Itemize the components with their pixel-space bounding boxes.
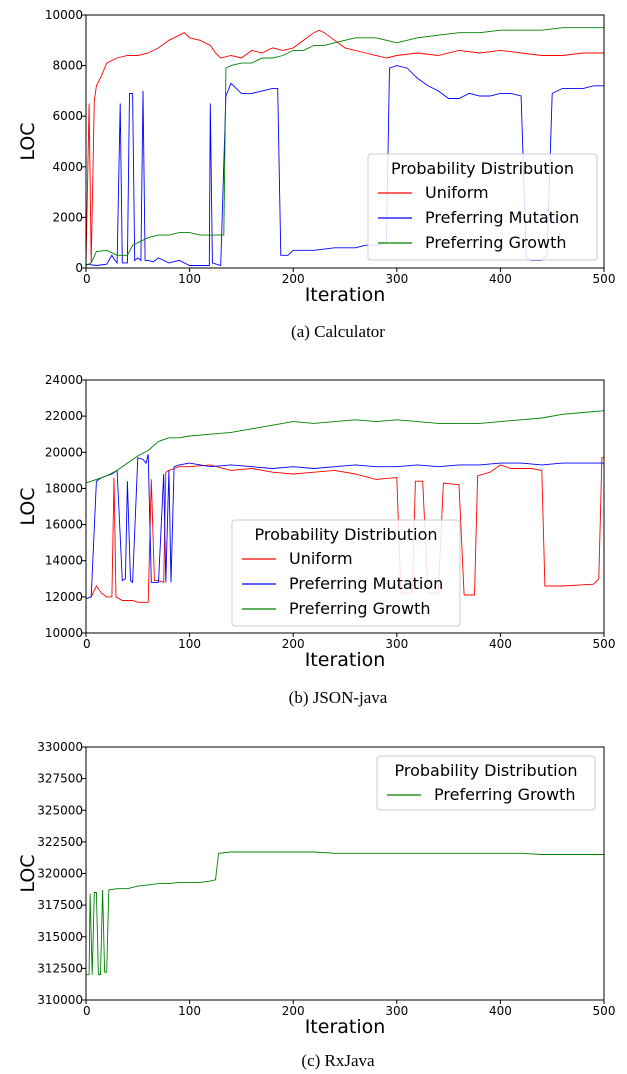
series-line-preferring-growth [86,851,604,976]
chart-panel-3: 0 100 200 300 400 500 310000 312500 315000 317500… [17,740,615,1070]
x-tick-label: 100 [178,272,201,286]
y-tick-label: 8000 [52,59,83,73]
chart-panel-2: 0 100 200 300 400 500 10000 12000 14000 16000 1800… [17,373,615,707]
y-tick-label: 312500 [37,961,83,975]
legend-entry: Uniform [289,549,353,568]
legend: Probability Distribution Uniform Preferrin… [231,519,461,627]
plot-frame [85,14,605,269]
figure-caption: (b) JSON-java [289,688,388,707]
x-tick-label: 300 [385,637,408,651]
legend-entry: Preferring Growth [289,599,431,618]
y-axis-label: LOC [17,487,39,525]
y-tick-label: 24000 [45,373,83,387]
y-tick-label: 322500 [37,835,83,849]
y-tick-label: 327500 [37,772,83,786]
y-tick-label: 20000 [45,445,83,459]
y-tick-label: 310000 [37,993,83,1007]
y-tick-label: 315000 [37,930,83,944]
y-tick-label: 18000 [45,481,83,495]
y-tick-label: 320000 [37,867,83,881]
y-tick-label: 14000 [45,554,83,568]
x-tick-label: 400 [489,637,512,651]
y-tick-label: 317500 [37,898,83,912]
legend-box [367,153,598,261]
chart-panel-1: 0 100 200 300 400 500 0 2000 4000 6000 8000 10000 It… [17,8,615,341]
x-tick-label: 0 [83,1004,91,1018]
y-tick-label: 0 [75,261,83,275]
legend: Probability Distribution Uniform Preferrin… [367,153,598,261]
series-line-uniform [86,457,604,603]
figure-caption: (a) Calculator [291,322,385,341]
x-axis-label: Iteration [305,649,386,671]
y-tick-label: 16000 [45,518,83,532]
y-tick-label: 22000 [45,409,83,423]
x-tick-label: 500 [593,272,616,286]
x-tick-label: 200 [282,1004,305,1018]
legend-entry: Uniform [425,183,489,202]
y-tick-label: 6000 [52,109,83,123]
legend-entry: Preferring Growth [425,233,567,252]
legend-title: Probability Distribution [254,525,437,544]
legend-entry: Preferring Mutation [289,574,443,593]
x-tick-label: 0 [83,272,91,286]
x-tick-label: 400 [489,1004,512,1018]
figure-caption: (c) RxJava [301,1051,375,1070]
x-tick-label: 300 [385,272,408,286]
y-tick-label: 10000 [45,626,83,640]
legend-title: Probability Distribution [394,761,577,780]
x-tick-label: 200 [282,272,305,286]
y-axis-label: LOC [17,854,39,892]
x-tick-label: 100 [178,637,201,651]
legend-box [376,755,596,811]
x-tick-label: 300 [385,1004,408,1018]
legend-box [231,519,461,627]
plot-frame [85,379,605,634]
x-tick-label: 500 [593,1004,616,1018]
x-axis-label: Iteration [305,1016,386,1038]
legend-title: Probability Distribution [391,159,574,178]
series-line-preferring-mutation [86,453,604,600]
y-tick-label: 10000 [45,8,83,22]
x-tick-label: 500 [593,637,616,651]
y-tick-label: 2000 [52,210,83,224]
series-line-uniform [86,29,604,265]
series-line-preferring-growth [86,27,604,266]
x-axis-label: Iteration [305,284,386,306]
y-tick-label: 12000 [45,590,83,604]
legend-entry: Preferring Mutation [425,208,579,227]
x-tick-label: 400 [489,272,512,286]
y-tick-label: 4000 [52,160,83,174]
y-axis-label: LOC [17,122,39,160]
legend-entry: Preferring Growth [434,785,576,804]
y-tick-label: 330000 [37,740,83,754]
x-tick-label: 100 [178,1004,201,1018]
y-tick-label: 325000 [37,803,83,817]
x-tick-label: 200 [282,637,305,651]
series-line-preferring-mutation [86,65,604,267]
legend: Probability Distribution Preferring Growt… [376,755,596,811]
series-line-preferring-growth [86,410,604,484]
x-tick-label: 0 [83,637,91,651]
